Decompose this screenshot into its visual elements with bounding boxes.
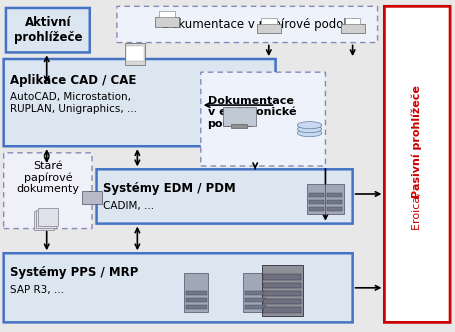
Text: SAP R3, ...: SAP R3, ... [10, 285, 64, 294]
Bar [34, 211, 54, 229]
Bar [244, 291, 265, 295]
Text: Aplikace CAD / CAE: Aplikace CAD / CAE [10, 74, 136, 87]
FancyBboxPatch shape [243, 274, 266, 312]
FancyBboxPatch shape [200, 72, 325, 166]
FancyBboxPatch shape [222, 107, 255, 126]
FancyBboxPatch shape [325, 184, 343, 214]
Bar [263, 274, 301, 280]
Bar [263, 299, 301, 304]
Bar [263, 307, 301, 312]
FancyBboxPatch shape [155, 17, 178, 27]
FancyBboxPatch shape [262, 265, 302, 316]
Bar [326, 207, 341, 211]
Bar [260, 18, 276, 24]
Text: Systémy PPS / MRP: Systémy PPS / MRP [10, 266, 138, 280]
FancyBboxPatch shape [4, 59, 275, 146]
FancyBboxPatch shape [256, 24, 280, 34]
Text: Staré
papírové
dokumenty: Staré papírové dokumenty [16, 161, 79, 195]
Text: CADIM, ...: CADIM, ... [103, 201, 154, 210]
FancyBboxPatch shape [384, 6, 449, 322]
FancyBboxPatch shape [4, 153, 92, 228]
Bar [126, 46, 144, 61]
Bar [158, 11, 174, 17]
FancyBboxPatch shape [6, 8, 90, 52]
Bar [263, 291, 301, 296]
FancyBboxPatch shape [81, 191, 102, 204]
Text: AutoCAD, Microstation,
RUPLAN, Unigraphics, ...: AutoCAD, Microstation, RUPLAN, Unigraphi… [10, 92, 137, 114]
FancyBboxPatch shape [307, 184, 325, 214]
Bar [231, 124, 247, 128]
FancyBboxPatch shape [125, 43, 145, 65]
Bar [326, 193, 341, 197]
Bar [186, 298, 206, 302]
Bar [38, 208, 58, 226]
Bar [344, 18, 359, 24]
Text: Dokumentace v papírové podobě: Dokumentace v papírové podobě [162, 18, 358, 31]
FancyBboxPatch shape [96, 169, 352, 224]
Ellipse shape [297, 129, 321, 137]
Bar [308, 207, 324, 211]
Text: Eroica, ...: Eroica, ... [411, 178, 421, 230]
Bar [36, 210, 56, 228]
Bar [326, 200, 341, 204]
FancyBboxPatch shape [184, 274, 207, 312]
Text: Aktivní
prohlížeče: Aktivní prohlížeče [14, 16, 82, 44]
Text: Systémy EDM / PDM: Systémy EDM / PDM [103, 183, 236, 196]
Bar [244, 298, 265, 302]
Bar [308, 193, 324, 197]
FancyBboxPatch shape [116, 6, 377, 42]
Ellipse shape [297, 125, 321, 133]
Text: Pasivní prohlížeče: Pasivní prohlížeče [411, 85, 421, 198]
Text: Dokumentace
v elektronické
podobě: Dokumentace v elektronické podobě [207, 96, 295, 129]
Bar [244, 305, 265, 309]
FancyBboxPatch shape [340, 24, 364, 34]
Bar [186, 305, 206, 309]
Ellipse shape [297, 122, 321, 129]
Bar [308, 200, 324, 204]
Bar [263, 283, 301, 288]
FancyBboxPatch shape [4, 253, 352, 322]
Bar [186, 291, 206, 295]
